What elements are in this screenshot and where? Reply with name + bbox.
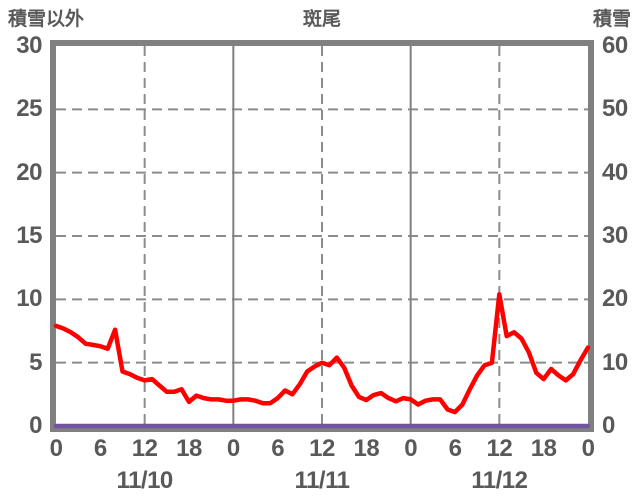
tick-label: 11/12	[471, 467, 528, 494]
tick-label: 30	[602, 222, 628, 249]
tick-label: 6	[93, 435, 107, 462]
tick-label: 30	[16, 32, 42, 59]
tick-label: 0	[602, 412, 615, 439]
tick-label: 6	[271, 435, 285, 462]
tick-label: 10	[602, 348, 628, 376]
tick-label: 6	[448, 435, 462, 462]
tick-label: 0	[49, 435, 63, 462]
tick-label: 18	[530, 435, 557, 462]
tick-label: 12	[131, 435, 158, 462]
tick-label: 0	[226, 435, 240, 462]
tick-label: 11/11	[294, 467, 350, 494]
tick-label: 20	[602, 285, 628, 313]
tick-label: 0	[581, 435, 595, 462]
tick-label: 18	[176, 435, 202, 462]
tick-label: 25	[16, 95, 42, 123]
tick-label: 12	[486, 435, 513, 462]
vertical-gridlines	[143, 46, 501, 426]
non-snow-line	[53, 292, 591, 415]
right-axis-title: 積雪	[592, 9, 631, 30]
tick-label: 18	[353, 435, 380, 462]
tick-label: 15	[16, 222, 42, 249]
plot-border	[50, 40, 594, 432]
tick-label: 50	[602, 95, 628, 123]
tick-label: 0	[404, 435, 418, 462]
tick-label: 5	[29, 348, 42, 376]
tick-label: 60	[602, 32, 628, 59]
tick-label: 20	[16, 158, 42, 186]
tick-label: 40	[602, 158, 628, 186]
left-axis-title: 積雪以外	[8, 9, 85, 30]
tick-label: 11/10	[116, 467, 174, 494]
tick-label: 12	[309, 435, 335, 462]
tick-label: 10	[16, 285, 42, 313]
tick-label: 0	[29, 412, 42, 439]
chart-title: 斑尾	[302, 9, 342, 30]
